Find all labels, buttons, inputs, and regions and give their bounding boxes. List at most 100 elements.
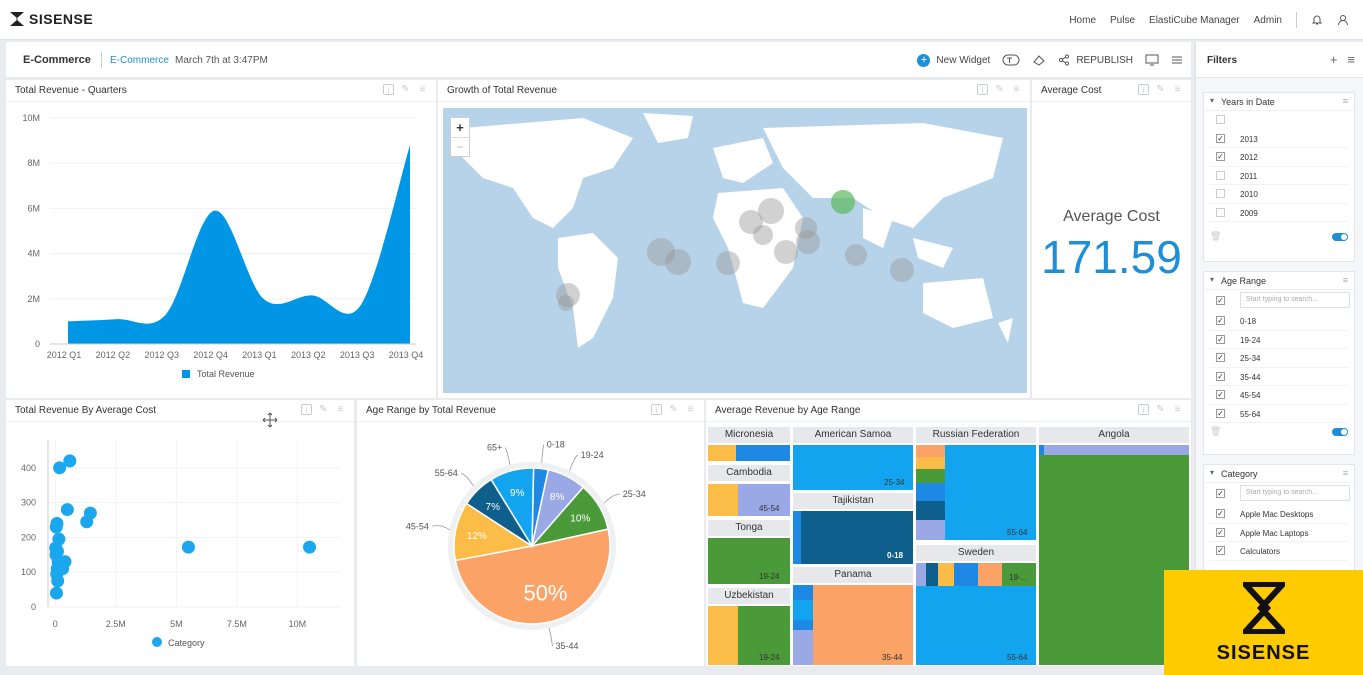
filter-item[interactable]: ✓ Apple Mac Laptops — [1210, 524, 1348, 542]
map-bubble[interactable] — [739, 210, 763, 234]
map-bubble-highlight[interactable] — [831, 190, 855, 214]
filters-menu-icon[interactable]: ≡ — [1347, 52, 1355, 67]
treemap-cell[interactable] — [978, 563, 1002, 586]
scatter-point[interactable] — [58, 555, 72, 569]
add-filter-icon[interactable]: + — [1329, 52, 1338, 67]
select-all-checkbox[interactable]: ✓ — [1216, 489, 1225, 498]
checkbox-checked[interactable]: ✓ — [1216, 353, 1225, 362]
treemap-cell[interactable] — [793, 511, 801, 564]
trash-icon[interactable]: 🗑 — [1210, 231, 1222, 241]
map-bubble[interactable] — [796, 230, 820, 254]
treemap-cell[interactable] — [738, 606, 790, 665]
edit-icon[interactable]: ✎ — [995, 84, 1004, 95]
dashboard-breadcrumb[interactable]: E-Commerce — [110, 55, 169, 66]
area-series-total-revenue[interactable] — [68, 145, 410, 344]
treemap-cell[interactable] — [708, 445, 736, 461]
checkbox-checked[interactable]: ✓ — [1216, 152, 1225, 161]
filter-header[interactable]: ▾ Category ≡ — [1204, 465, 1354, 483]
text-widget-icon[interactable] — [1002, 54, 1020, 66]
checkbox-unchecked[interactable] — [1216, 189, 1225, 198]
pie-slice[interactable] — [454, 528, 611, 625]
map-bubble[interactable] — [890, 258, 914, 282]
treemap-cell[interactable] — [916, 563, 926, 586]
filter-item[interactable]: ✓ 55-64 — [1210, 405, 1348, 423]
checkbox-checked[interactable]: ✓ — [1216, 527, 1225, 537]
nav-elasticube-manager[interactable]: ElastiCube Manager — [1149, 14, 1240, 26]
checkbox-checked[interactable]: ✓ — [1216, 133, 1225, 143]
widget-menu-icon[interactable]: ≡ — [337, 404, 344, 415]
treemap-cell[interactable] — [938, 563, 954, 586]
edit-icon[interactable]: ✎ — [401, 84, 410, 95]
checkbox-checked[interactable]: ✓ — [1216, 371, 1225, 381]
paint-icon[interactable] — [1032, 54, 1046, 66]
filter-item[interactable]: 2010 — [1210, 185, 1348, 204]
info-icon[interactable]: i — [301, 404, 312, 415]
trash-icon[interactable]: 🗑 — [1210, 426, 1222, 436]
map-bubble[interactable] — [774, 240, 798, 264]
map-bubble[interactable] — [716, 251, 740, 275]
checkbox-unchecked[interactable] — [1216, 207, 1225, 217]
zoom-in-button[interactable]: + — [451, 118, 469, 138]
treemap-cell[interactable] — [1002, 563, 1036, 586]
pie-slice[interactable] — [453, 502, 534, 562]
checkbox-unchecked[interactable] — [1216, 170, 1225, 180]
sisense-logo[interactable]: SISENSE — [8, 10, 93, 28]
checkbox-checked[interactable]: ✓ — [1216, 546, 1225, 555]
filter-header[interactable]: ▾ Years in Date ≡ — [1204, 93, 1354, 111]
filter-item[interactable]: 2009 — [1210, 204, 1348, 222]
pie-slice[interactable] — [490, 467, 535, 549]
world-map[interactable] — [443, 108, 1027, 393]
treemap-cell[interactable] — [793, 630, 813, 665]
edit-icon[interactable]: ✎ — [1156, 404, 1165, 415]
nav-home[interactable]: Home — [1069, 14, 1097, 26]
treemap-cell[interactable] — [813, 585, 913, 665]
widget-menu-icon[interactable]: ≡ — [1013, 84, 1020, 95]
treemap-cell[interactable] — [916, 501, 945, 520]
treemap-cell[interactable] — [708, 484, 738, 516]
treemap-cell[interactable] — [708, 606, 738, 665]
scatter-point[interactable] — [83, 506, 97, 520]
info-icon[interactable]: i — [1138, 84, 1149, 95]
treemap-cell[interactable] — [954, 563, 978, 586]
treemap-cell[interactable] — [916, 457, 945, 469]
edit-icon[interactable]: ✎ — [319, 404, 328, 415]
filter-item[interactable]: ✓ Apple Mac Desktops — [1210, 505, 1348, 524]
filter-toggle[interactable] — [1332, 233, 1348, 241]
filter-item[interactable]: ✓ 45-54 — [1210, 386, 1348, 405]
map-bubble[interactable] — [845, 244, 867, 266]
filter-item[interactable]: ✓ 25-34 — [1210, 349, 1348, 368]
treemap-cell[interactable] — [793, 600, 813, 620]
republish-button[interactable]: REPUBLISH — [1058, 54, 1133, 66]
map-bubble[interactable] — [758, 198, 784, 224]
scatter-point[interactable] — [49, 586, 63, 600]
scatter-point[interactable] — [50, 544, 64, 558]
nav-pulse[interactable]: Pulse — [1110, 14, 1136, 26]
checkbox-checked[interactable]: ✓ — [1216, 316, 1225, 325]
monitor-icon[interactable] — [1145, 54, 1159, 66]
treemap-cell[interactable] — [801, 511, 913, 564]
edit-icon[interactable]: ✎ — [669, 404, 678, 415]
user-icon[interactable] — [1337, 14, 1349, 26]
info-icon[interactable]: i — [383, 84, 394, 95]
select-all-checkbox[interactable] — [1216, 115, 1225, 124]
scatter-point[interactable] — [63, 454, 77, 468]
treemap-cell[interactable] — [793, 445, 913, 490]
menu-icon[interactable] — [1171, 54, 1183, 66]
filter-toggle[interactable] — [1332, 428, 1348, 436]
select-all-checkbox[interactable]: ✓ — [1216, 296, 1225, 305]
info-icon[interactable]: i — [1138, 404, 1149, 415]
treemap-cell[interactable] — [926, 563, 938, 586]
treemap-cell[interactable] — [916, 445, 945, 457]
checkbox-checked[interactable]: ✓ — [1216, 509, 1225, 518]
scatter-point[interactable] — [52, 532, 66, 546]
treemap-cell[interactable] — [945, 445, 1036, 540]
treemap-cell[interactable] — [708, 538, 790, 584]
map-bubble[interactable] — [647, 238, 675, 266]
info-icon[interactable]: i — [651, 404, 662, 415]
scatter-point[interactable] — [303, 540, 317, 554]
filter-header[interactable]: ▾ Age Range ≡ — [1204, 272, 1354, 290]
map-bubble[interactable] — [556, 283, 580, 307]
treemap-cell[interactable] — [916, 469, 945, 483]
checkbox-checked[interactable]: ✓ — [1216, 408, 1225, 418]
scatter-point[interactable] — [50, 517, 64, 530]
